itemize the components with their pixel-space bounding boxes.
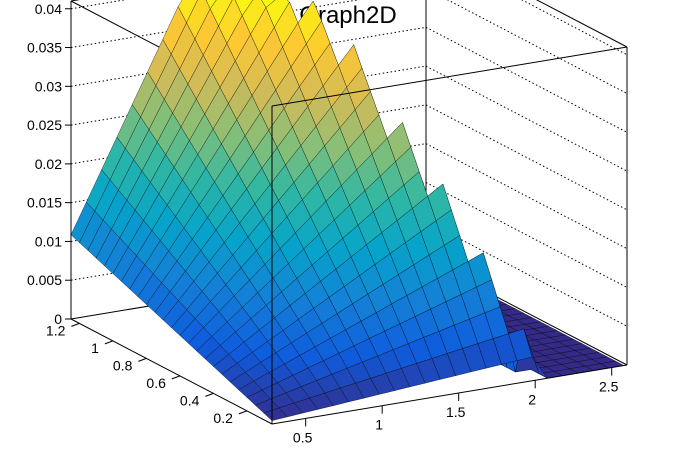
- z-tick-label: 0.02: [35, 156, 62, 172]
- y-tick-mark: [138, 357, 147, 362]
- z-gridline: [425, 65, 628, 172]
- z-tick-label: 0.04: [35, 1, 62, 17]
- x-tick-label: 1: [375, 417, 383, 433]
- z-tick-label: 0.01: [35, 233, 62, 249]
- z-gridline: [446, 0, 628, 94]
- z-tick-label: 0.005: [27, 272, 62, 288]
- y-tick-mark: [205, 392, 214, 397]
- surface-cell: [205, 0, 217, 10]
- y-tick-label: 0.4: [180, 392, 200, 408]
- y-tick-label: 0.6: [146, 375, 166, 391]
- y-tick-label: 1: [91, 340, 99, 356]
- frame-edge: [271, 364, 628, 425]
- z-tick-label: 0.035: [27, 40, 62, 56]
- z-tick-label: 0.015: [27, 195, 62, 211]
- z-gridline: [521, 0, 628, 56]
- y-tick-mark: [171, 375, 181, 380]
- x-tick-label: 1.5: [446, 404, 466, 420]
- z-tick-label: 0: [54, 311, 62, 327]
- z-tick-label: 0.03: [35, 78, 62, 94]
- frame-edge: [70, 318, 273, 425]
- z-gridline: [425, 181, 628, 288]
- surface-mesh: [70, 0, 625, 421]
- y-tick-mark: [104, 340, 114, 345]
- z-gridline: [425, 220, 628, 327]
- z-gridline: [425, 143, 628, 250]
- frame-front: [70, 1, 628, 425]
- x-tick-label: 0.5: [293, 429, 313, 445]
- z-gridline: [425, 104, 628, 211]
- y-tick-mark: [71, 322, 80, 327]
- surface-cell: [263, 407, 288, 421]
- y-tick-label: 0.2: [213, 410, 233, 426]
- y-tick-mark: [238, 410, 248, 415]
- frame-edge: [271, 46, 628, 107]
- x-tick-label: 2.5: [599, 379, 619, 395]
- z-tick-label: 0.025: [27, 117, 62, 133]
- z-gridline: [425, 26, 628, 133]
- axis-ticks: 0.5 1 1.5 2 2.5 0.2 0.4 0.6 0.8 1 1.20 0.005 0.01 0.0…: [27, 1, 619, 446]
- y-tick-label: 1.2: [46, 322, 66, 338]
- x-tick-label: 2: [528, 391, 536, 407]
- y-tick-label: 0.8: [113, 357, 133, 373]
- frame-edge: [535, 0, 628, 48]
